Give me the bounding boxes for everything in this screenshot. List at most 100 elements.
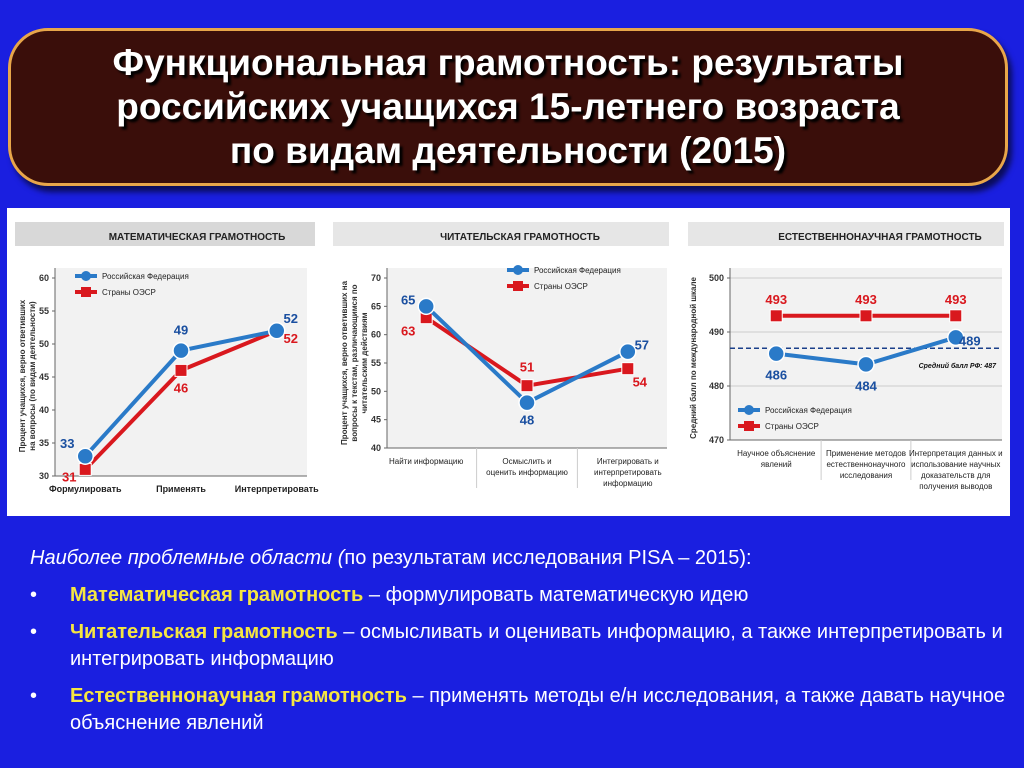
oecd-data-label: 63 [401, 324, 415, 339]
legend-marker [513, 265, 523, 275]
russia-data-label: 52 [284, 311, 298, 326]
x-tick-label: Осмыслить и оценить информацию [486, 457, 568, 477]
oecd-data-label: 493 [765, 292, 787, 307]
legend-marker [513, 281, 523, 291]
notes-block: Наиболее проблемные области (по результа… [30, 545, 1010, 747]
title-line-3: по видам деятельности (2015) [229, 130, 787, 171]
russia-data-label: 48 [520, 413, 534, 428]
russia-data-label: 486 [765, 368, 787, 383]
x-tick-label: Интерпретация данных и использование науч… [909, 449, 1003, 491]
notes-term: Читательская грамотность [70, 621, 338, 643]
legend-marker [81, 271, 91, 281]
oecd-data-label: 31 [62, 469, 76, 484]
notes-item: • Математическая грамотность – формулиров… [30, 582, 1010, 609]
russia-data-label: 484 [855, 378, 877, 393]
notes-item: • Читательская грамотность – осмысливать … [30, 619, 1010, 673]
oecd-point [769, 309, 783, 323]
reference-line-label: Средний балл РФ: 487 [919, 362, 998, 370]
russia-data-label: 489 [959, 333, 981, 348]
y-tick-label: 30 [39, 471, 49, 481]
y-tick-label: 70 [371, 273, 381, 283]
oecd-data-label: 54 [633, 375, 648, 390]
y-tick-label: 50 [39, 339, 49, 349]
oecd-point [520, 379, 534, 393]
y-tick-label: 35 [39, 438, 49, 448]
russia-point [76, 447, 94, 465]
y-tick-label: 55 [39, 306, 49, 316]
y-tick-label: 470 [709, 435, 724, 445]
x-tick-label: Применение методов естественнонаучного исс… [826, 449, 906, 480]
notes-text: – осмысливать и оценивать информацию, а … [70, 621, 1003, 670]
y-tick-label: 480 [709, 381, 724, 391]
notes-lead-italic: Наиболее проблемные области ( [30, 547, 345, 569]
y-tick-label: 45 [371, 415, 381, 425]
title-line-2: российских учащихся 15-летнего возраста [116, 86, 900, 127]
oecd-data-label: 52 [284, 331, 298, 346]
y-tick-label: 55 [371, 358, 381, 368]
y-axis-label-text: Процент учащихся, верно ответивших навоп… [340, 280, 369, 445]
legend-label: Российская Федерация [765, 406, 852, 415]
chart-title: ЕСТЕСТВЕННОНАУЧНАЯ ГРАМОТНОСТЬ [778, 232, 982, 243]
chart-title-band [333, 222, 669, 246]
chart-title-band [688, 222, 1004, 246]
oecd-point [174, 363, 188, 377]
oecd-point [859, 309, 873, 323]
oecd-point [621, 362, 635, 376]
russia-point [767, 344, 785, 363]
notes-term: Математическая грамотность [70, 584, 364, 606]
y-tick-label: 40 [39, 405, 49, 415]
y-axis-label-text: Процент учащихся, верно ответившихна воп… [18, 299, 37, 452]
title-line-1: Функциональная грамотность: результаты [112, 42, 904, 83]
y-tick-label: 60 [39, 273, 49, 283]
y-axis-label: Средний балл по международной шкале [689, 277, 698, 439]
bullet-icon: • [30, 584, 38, 606]
russia-point [857, 355, 875, 374]
y-tick-label: 500 [709, 273, 724, 283]
bullet-icon: • [30, 621, 38, 643]
legend-marker [744, 405, 754, 415]
y-tick-label: 65 [371, 301, 381, 311]
plot-area [387, 268, 667, 448]
x-tick-label: Формулировать [49, 484, 122, 494]
y-axis-label: Процент учащихся, верно ответивших навоп… [340, 280, 369, 445]
oecd-data-label: 51 [520, 360, 534, 375]
russia-point [619, 342, 637, 361]
y-tick-label: 40 [371, 443, 381, 453]
y-tick-label: 45 [39, 372, 49, 382]
notes-text: – формулировать математическую идею [363, 584, 749, 606]
y-tick-label: 60 [371, 330, 381, 340]
x-tick-label: Интерпретировать [235, 484, 319, 494]
math-chart: МАТЕМАТИЧЕСКАЯ ГРАМОТНОСТЬ 30 35 40 45 50 55 60… [15, 222, 319, 494]
charts-strip: МАТЕМАТИЧЕСКАЯ ГРАМОТНОСТЬ 30 35 40 45 50 55 60… [7, 208, 1010, 516]
math-chart-panel: МАТЕМАТИЧЕСКАЯ ГРАМОТНОСТЬ 30 35 40 45 50 55 60… [7, 208, 322, 516]
oecd-data-label: 493 [855, 292, 877, 307]
notes-list: • Математическая грамотность – формулиров… [30, 582, 1010, 737]
page-title: Функциональная грамотность: результаты р… [11, 41, 1005, 173]
russia-data-label: 65 [401, 292, 415, 307]
russia-data-label: 33 [60, 436, 74, 451]
bullet-icon: • [30, 685, 38, 707]
oecd-data-label: 493 [945, 292, 967, 307]
notes-term: Естественнонаучная грамотность [70, 685, 407, 707]
chart-title: МАТЕМАТИЧЕСКАЯ ГРАМОТНОСТЬ [109, 232, 286, 243]
reading-chart: ЧИТАТЕЛЬСКАЯ ГРАМОТНОСТЬ 40 45 50 55 60 65 70Пр… [333, 222, 669, 488]
y-axis-label: Процент учащихся, верно ответившихна воп… [18, 299, 37, 452]
legend-marker [744, 421, 754, 431]
title-banner: Функциональная грамотность: результаты р… [8, 28, 1008, 186]
russia-point [172, 341, 190, 360]
russia-point [417, 297, 435, 316]
oecd-point [78, 462, 92, 476]
notes-lead-rest: по результатам исследования PISA – 2015)… [344, 547, 752, 569]
legend-label: Страны ОЭСР [534, 282, 588, 291]
reading-chart-panel: ЧИТАТЕЛЬСКАЯ ГРАМОТНОСТЬ 40 45 50 55 60 65 70 Пр… [325, 208, 677, 516]
y-tick-label: 490 [709, 327, 724, 337]
x-tick-label: Научное объяснение явлений [737, 449, 816, 469]
science-chart-panel: ЕСТЕСТВЕННОНАУЧНАЯ ГРАМОТНОСТЬ 470 480 490 5… [680, 208, 1010, 516]
oecd-data-label: 46 [174, 380, 188, 395]
legend-marker [81, 287, 91, 297]
x-tick-label: Найти информацию [389, 457, 463, 466]
russia-data-label: 49 [174, 323, 188, 338]
legend-label: Российская Федерация [534, 266, 621, 275]
russia-point [518, 393, 536, 412]
legend-label: Российская Федерация [102, 272, 189, 281]
